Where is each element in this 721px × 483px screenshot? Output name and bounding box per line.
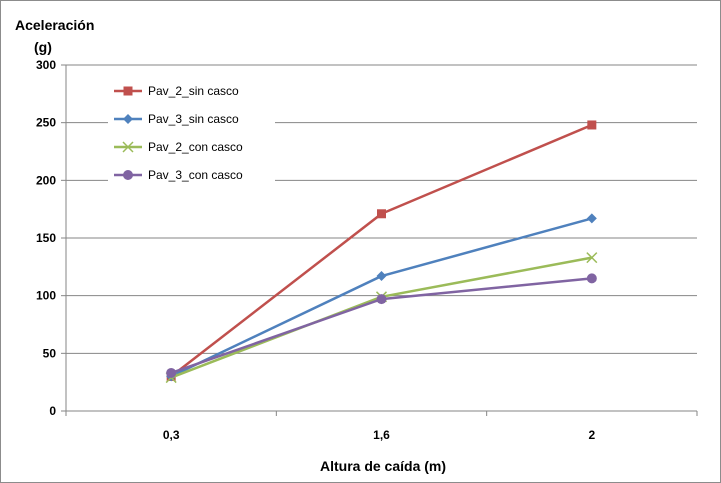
y-tick-label: 250	[36, 116, 56, 130]
grid-layer	[66, 65, 697, 353]
y-axis-title-line-1: Aceleración	[15, 17, 94, 33]
legend-item: Pav_3_con casco	[108, 165, 275, 185]
legend-label: Pav_2_sin casco	[148, 84, 239, 98]
data-point	[166, 368, 176, 378]
legend-label: Pav_3_sin casco	[148, 112, 239, 126]
series-1	[167, 120, 597, 380]
data-point	[377, 294, 387, 304]
y-tick-label: 150	[36, 231, 56, 245]
x-axis-title: Altura de caída (m)	[320, 458, 446, 474]
legend-marker	[123, 170, 133, 180]
y-tick-label: 100	[36, 289, 56, 303]
legend-label: Pav_3_con casco	[148, 168, 243, 182]
data-point	[377, 271, 387, 281]
legend-label: Pav_2_con casco	[148, 140, 243, 154]
series-layer	[166, 120, 597, 382]
data-point	[377, 209, 386, 218]
series-line	[171, 125, 592, 376]
data-point	[587, 120, 596, 129]
data-point	[587, 213, 597, 223]
legend-item: Pav_2_con casco	[108, 137, 275, 157]
x-tick-label: 2	[588, 428, 595, 442]
legend-item: Pav_3_sin casco	[108, 109, 275, 129]
legend-marker	[124, 87, 133, 96]
y-tick-label: 50	[43, 346, 57, 360]
x-tick-label: 1,6	[373, 428, 390, 442]
y-tick-label: 200	[36, 173, 56, 187]
legend-item: Pav_2_sin casco	[108, 81, 275, 101]
y-axis-title-line-2: (g)	[34, 39, 52, 55]
data-point	[587, 273, 597, 283]
x-tick-label: 0,3	[163, 428, 180, 442]
y-tick-label: 0	[49, 404, 56, 418]
series-line	[171, 278, 592, 373]
y-tick-label: 300	[36, 58, 56, 72]
legend: Pav_2_sin casco Pav_3_sin casco Pav_2_con …	[108, 81, 275, 185]
series-4	[166, 273, 597, 378]
